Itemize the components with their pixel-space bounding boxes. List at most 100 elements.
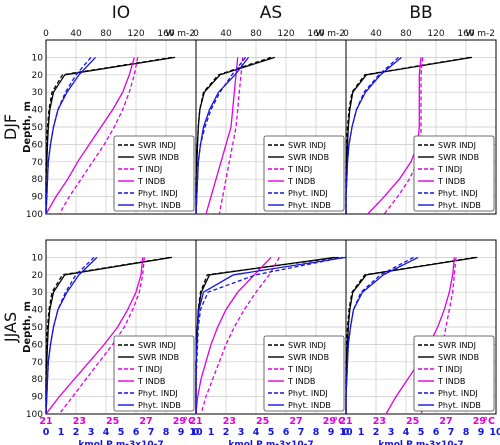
- series-line-t-indb: [45, 57, 135, 215]
- y-tick-label: 50: [32, 123, 44, 133]
- panel-frame-bb-jjas: [345, 239, 497, 415]
- swr-tick-label: 160: [457, 29, 474, 39]
- legend-label: T INDB: [137, 377, 165, 386]
- series-line-phyt-indj: [45, 256, 95, 415]
- phyt-tick-label: 0: [343, 427, 350, 438]
- phyt-tick-label: 4: [403, 427, 410, 438]
- y-tick-label: 10: [32, 253, 44, 263]
- swr-tick-label: 160: [307, 29, 324, 39]
- series-line-phyt-indj: [345, 256, 414, 414]
- legend-label: T INDJ: [287, 165, 312, 174]
- series-line-swr-indb: [45, 256, 173, 414]
- phyt-tick-label: 6: [283, 427, 290, 438]
- temp-tick-label: 25: [106, 416, 119, 427]
- series-line-phyt-indb: [45, 256, 98, 415]
- legend-label: SWR INDB: [438, 153, 479, 162]
- legend-label: Phyt. INDB: [288, 201, 331, 210]
- swr-tick-label: 0: [193, 29, 199, 39]
- phyt-tick-label: 9: [328, 427, 335, 438]
- y-tick-label: 20: [32, 271, 44, 281]
- series-line-phyt-indj: [345, 56, 399, 214]
- temp-tick-label: 21: [39, 416, 52, 427]
- phyt-tick-label: 4: [253, 427, 260, 438]
- legend-label: SWR INDJ: [288, 141, 326, 150]
- legend-label: Phyt. INDB: [138, 201, 181, 210]
- phyt-tick-label: 5: [268, 427, 275, 438]
- row-title-djf: DJF: [1, 114, 20, 140]
- legend-box: [113, 335, 195, 412]
- swr-unit-label: W m-2: [315, 29, 345, 39]
- legend-label: SWR INDB: [438, 353, 479, 362]
- y-tick-label: 80: [32, 175, 44, 185]
- legend-label: Phyt. INDB: [288, 401, 331, 410]
- phyt-tick-label: 6: [133, 427, 140, 438]
- legend-label: SWR INDB: [138, 353, 179, 362]
- phyt-tick-label: 2: [373, 427, 380, 438]
- phyt-tick-label: 9: [478, 427, 485, 438]
- legend-label: SWR INDB: [138, 153, 179, 162]
- column-title-as: AS: [260, 3, 282, 23]
- swr-tick-label: 40: [70, 29, 82, 39]
- column-title-io: IO: [112, 3, 130, 23]
- phyt-tick-label: 10: [489, 427, 500, 438]
- series-line-phyt-indb: [345, 256, 419, 414]
- phyt-tick-label: 4: [103, 427, 110, 438]
- legend-label: Phyt. INDJ: [438, 389, 478, 398]
- temp-tick-label: 25: [406, 416, 419, 427]
- legend-box: [413, 335, 495, 412]
- legend-box: [263, 135, 345, 212]
- phyt-tick-label: 7: [298, 427, 305, 438]
- series-line-phyt-indb: [345, 56, 402, 214]
- series-line-t-indb: [195, 256, 272, 415]
- series-line-swr-indj: [195, 56, 272, 214]
- phyt-tick-label: 1: [58, 427, 65, 438]
- legend-label: SWR INDJ: [438, 341, 476, 350]
- series-line-phyt-indb: [45, 56, 96, 215]
- legend-label: Phyt. INDB: [138, 401, 181, 410]
- y-tick-label: 70: [32, 358, 44, 368]
- y-tick-label: 20: [32, 71, 44, 81]
- temp-tick-label: 23: [373, 416, 386, 427]
- series-line-phyt-indb: [195, 57, 250, 215]
- legend-label: Phyt. INDB: [438, 401, 481, 410]
- temp-unit-label: °C: [183, 416, 195, 427]
- y-tick-label: 90: [32, 193, 44, 203]
- phyt-tick-label: 2: [73, 427, 80, 438]
- phyt-tick-label: 2: [223, 427, 230, 438]
- swr-tick-label: 40: [220, 29, 232, 39]
- legend-box: [413, 135, 495, 212]
- temp-tick-label: 27: [439, 416, 452, 427]
- phyt-axis-label: kmol P m-3x10-7: [78, 440, 163, 445]
- swr-unit-label: W m-2: [165, 29, 195, 39]
- series-line-swr-indb: [45, 56, 176, 214]
- swr-tick-label: 80: [250, 29, 262, 39]
- y-tick-label: 100: [26, 210, 43, 220]
- y-tick-label: 90: [32, 393, 44, 403]
- temp-tick-label: 27: [289, 416, 302, 427]
- legend-label: SWR INDJ: [438, 141, 476, 150]
- legend-label: SWR INDJ: [138, 341, 176, 350]
- phyt-tick-label: 7: [148, 427, 155, 438]
- series-line-swr-indb: [195, 56, 275, 214]
- temp-tick-label: 21: [339, 416, 352, 427]
- legend-label: Phyt. INDJ: [438, 189, 478, 198]
- phyt-tick-label: 8: [163, 427, 170, 438]
- legend-label: SWR INDJ: [138, 141, 176, 150]
- swr-unit-label: W m-2: [465, 29, 495, 39]
- temp-tick-label: 23: [223, 416, 236, 427]
- legend-label: T INDB: [287, 377, 315, 386]
- temp-tick-label: 23: [73, 416, 86, 427]
- y-tick-label: 30: [32, 88, 44, 98]
- y-tick-label: 50: [32, 323, 44, 333]
- legend-label: SWR INDB: [288, 153, 329, 162]
- phyt-tick-label: 6: [433, 427, 440, 438]
- phyt-tick-label: 8: [463, 427, 470, 438]
- y-tick-label: 60: [32, 340, 44, 350]
- temp-tick-label: 29: [173, 416, 186, 427]
- temp-unit-label: °C: [333, 416, 345, 427]
- y-tick-label: 100: [26, 410, 43, 420]
- y-tick-label: 70: [32, 158, 44, 168]
- depth-axis-label: Depth, m: [22, 301, 33, 353]
- legend-label: Phyt. INDJ: [288, 389, 328, 398]
- legend-label: T INDB: [437, 177, 465, 186]
